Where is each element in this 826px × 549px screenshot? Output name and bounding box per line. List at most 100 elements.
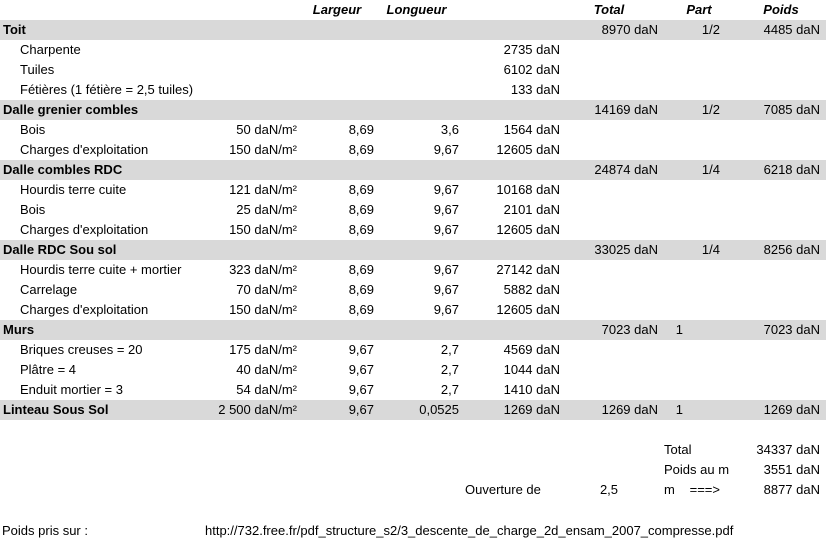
cell-label: Hourdis terre cuite bbox=[20, 182, 127, 197]
item-row-charges-exploitation: Charges d'exploitation 150 daN/m² 8,69 9… bbox=[0, 140, 826, 160]
cell-largeur: 8,69 bbox=[348, 302, 374, 317]
item-row-carrelage: Carrelage 70 daN/m² 8,69 9,67 5882 daN bbox=[0, 280, 826, 300]
cell-subtotal: 6102 daN bbox=[503, 62, 560, 77]
cell-part: 1/2 bbox=[701, 102, 720, 117]
cell-part: 1/4 bbox=[701, 162, 720, 177]
cell-poids: 4485 daN bbox=[763, 22, 820, 37]
cell-subtotal: 1410 daN bbox=[503, 382, 560, 397]
cell-longueur: 2,7 bbox=[440, 382, 459, 397]
cell-poids: 1269 daN bbox=[763, 402, 820, 417]
cell-poids: 8256 daN bbox=[763, 242, 820, 257]
cell-total: 8970 daN bbox=[601, 22, 658, 37]
item-row-charges-exploitation: Charges d'exploitation 150 daN/m² 8,69 9… bbox=[0, 220, 826, 240]
summary-total-value: 34337 daN bbox=[756, 442, 820, 457]
summary-total-row: Total 34337 daN bbox=[0, 440, 826, 460]
summary-total-label: Total bbox=[664, 442, 692, 457]
cell-total: 33025 daN bbox=[594, 242, 658, 257]
cell-label: Hourdis terre cuite + mortier bbox=[20, 262, 182, 277]
ouverture-label: Ouverture de bbox=[465, 482, 541, 497]
cell-subtotal: 12605 daN bbox=[496, 302, 560, 317]
cell-total: 1269 daN bbox=[601, 402, 658, 417]
cell-longueur: 2,7 bbox=[440, 342, 459, 357]
cell-longueur: 9,67 bbox=[433, 202, 459, 217]
column-header-row: Largeur Longueur Total Part Poids bbox=[0, 0, 826, 20]
cell-subtotal: 2735 daN bbox=[503, 42, 560, 57]
cell-load: 25 daN/m² bbox=[236, 202, 297, 217]
cell-label: Dalle combles RDC bbox=[3, 162, 123, 177]
cell-label: Fétières (1 fétière = 2,5 tuiles) bbox=[20, 82, 194, 97]
cell-largeur: 8,69 bbox=[348, 282, 374, 297]
item-row-hourdis-mortier: Hourdis terre cuite + mortier 323 daN/m²… bbox=[0, 260, 826, 280]
cell-label: Carrelage bbox=[20, 282, 78, 297]
col-header-largeur: Largeur bbox=[312, 2, 362, 17]
cell-subtotal: 12605 daN bbox=[496, 142, 560, 157]
cell-label: Toit bbox=[3, 22, 26, 37]
cell-load: 50 daN/m² bbox=[236, 122, 297, 137]
cell-label: Plâtre = 4 bbox=[20, 362, 77, 377]
cell-longueur: 9,67 bbox=[433, 222, 459, 237]
item-row-platre: Plâtre = 4 40 daN/m² 9,67 2,7 1044 daN bbox=[0, 360, 826, 380]
cell-load: 150 daN/m² bbox=[229, 222, 297, 237]
col-header-part: Part bbox=[686, 2, 712, 17]
cell-subtotal: 10168 daN bbox=[496, 182, 560, 197]
summary-poids-value: 3551 daN bbox=[763, 462, 820, 477]
blank-row bbox=[0, 420, 826, 440]
cell-subtotal: 133 daN bbox=[510, 82, 560, 97]
cell-largeur: 9,67 bbox=[348, 342, 374, 357]
cell-total: 7023 daN bbox=[601, 322, 658, 337]
section-row-linteau-sous-sol: Linteau Sous Sol 2 500 daN/m² 9,67 0,052… bbox=[0, 400, 826, 420]
cell-part: 1 bbox=[675, 402, 683, 417]
item-row-bois: Bois 50 daN/m² 8,69 3,6 1564 daN bbox=[0, 120, 826, 140]
cell-label: Dalle RDC Sou sol bbox=[3, 242, 117, 257]
item-row-tuiles: Tuiles 6102 daN bbox=[0, 60, 826, 80]
cell-label: Bois bbox=[20, 202, 46, 217]
cell-largeur: 9,67 bbox=[348, 382, 374, 397]
cell-label: Briques creuses = 20 bbox=[20, 342, 143, 357]
ouverture-unit-cell: m ===> bbox=[658, 480, 722, 500]
item-row-charpente: Charpente 2735 daN bbox=[0, 40, 826, 60]
unit-label: m bbox=[664, 482, 675, 497]
cell-largeur: 9,67 bbox=[348, 402, 374, 417]
cell-label: Charges d'exploitation bbox=[20, 222, 149, 237]
cell-load: 150 daN/m² bbox=[229, 302, 297, 317]
summary-poids-label: Poids au m bbox=[664, 462, 730, 477]
cell-label: Tuiles bbox=[20, 62, 55, 77]
summary-poids-row: Poids au m 3551 daN bbox=[0, 460, 826, 480]
blank-row bbox=[0, 500, 826, 520]
cell-part: 1/4 bbox=[701, 242, 720, 257]
cell-load: 40 daN/m² bbox=[236, 362, 297, 377]
cell-longueur: 9,67 bbox=[433, 142, 459, 157]
cell-subtotal: 12605 daN bbox=[496, 222, 560, 237]
item-row-briques-creuses: Briques creuses = 20 175 daN/m² 9,67 2,7… bbox=[0, 340, 826, 360]
cell-largeur: 8,69 bbox=[348, 122, 374, 137]
cell-longueur: 9,67 bbox=[433, 262, 459, 277]
cell-total: 14169 daN bbox=[594, 102, 658, 117]
cell-poids: 6218 daN bbox=[763, 162, 820, 177]
summary-ouverture-row: Ouverture de 2,5 m ===> 8877 daN bbox=[0, 480, 826, 500]
cell-load: 175 daN/m² bbox=[229, 342, 297, 357]
cell-largeur: 8,69 bbox=[348, 182, 374, 197]
cell-longueur: 9,67 bbox=[433, 302, 459, 317]
cell-part: 1/2 bbox=[701, 22, 720, 37]
arrow-right-indicator: ===> bbox=[689, 482, 720, 497]
cell-load: 121 daN/m² bbox=[229, 182, 297, 197]
ouverture-result-value: 8877 daN bbox=[763, 482, 820, 497]
col-header-longueur: Longueur bbox=[386, 2, 447, 17]
cell-subtotal: 5882 daN bbox=[503, 282, 560, 297]
cell-longueur: 2,7 bbox=[440, 362, 459, 377]
source-label: Poids pris sur : bbox=[2, 522, 88, 538]
cell-label: Dalle grenier combles bbox=[3, 102, 139, 117]
cell-largeur: 8,69 bbox=[348, 202, 374, 217]
cell-label: Enduit mortier = 3 bbox=[20, 382, 123, 397]
source-url[interactable]: http://732.free.fr/pdf_structure_s2/3_de… bbox=[205, 522, 734, 538]
col-header-poids: Poids bbox=[763, 2, 799, 17]
cell-load: 323 daN/m² bbox=[229, 262, 297, 277]
section-row-dalle-combles-rdc: Dalle combles RDC 24874 daN 1/4 6218 daN bbox=[0, 160, 826, 180]
cell-subtotal: 2101 daN bbox=[503, 202, 560, 217]
cell-poids: 7085 daN bbox=[763, 102, 820, 117]
cell-load: 70 daN/m² bbox=[236, 282, 297, 297]
item-row-fetieres: Fétières (1 fétière = 2,5 tuiles) 133 da… bbox=[0, 80, 826, 100]
cell-label: Charpente bbox=[20, 42, 81, 57]
item-row-hourdis-terre-cuite: Hourdis terre cuite 121 daN/m² 8,69 9,67… bbox=[0, 180, 826, 200]
